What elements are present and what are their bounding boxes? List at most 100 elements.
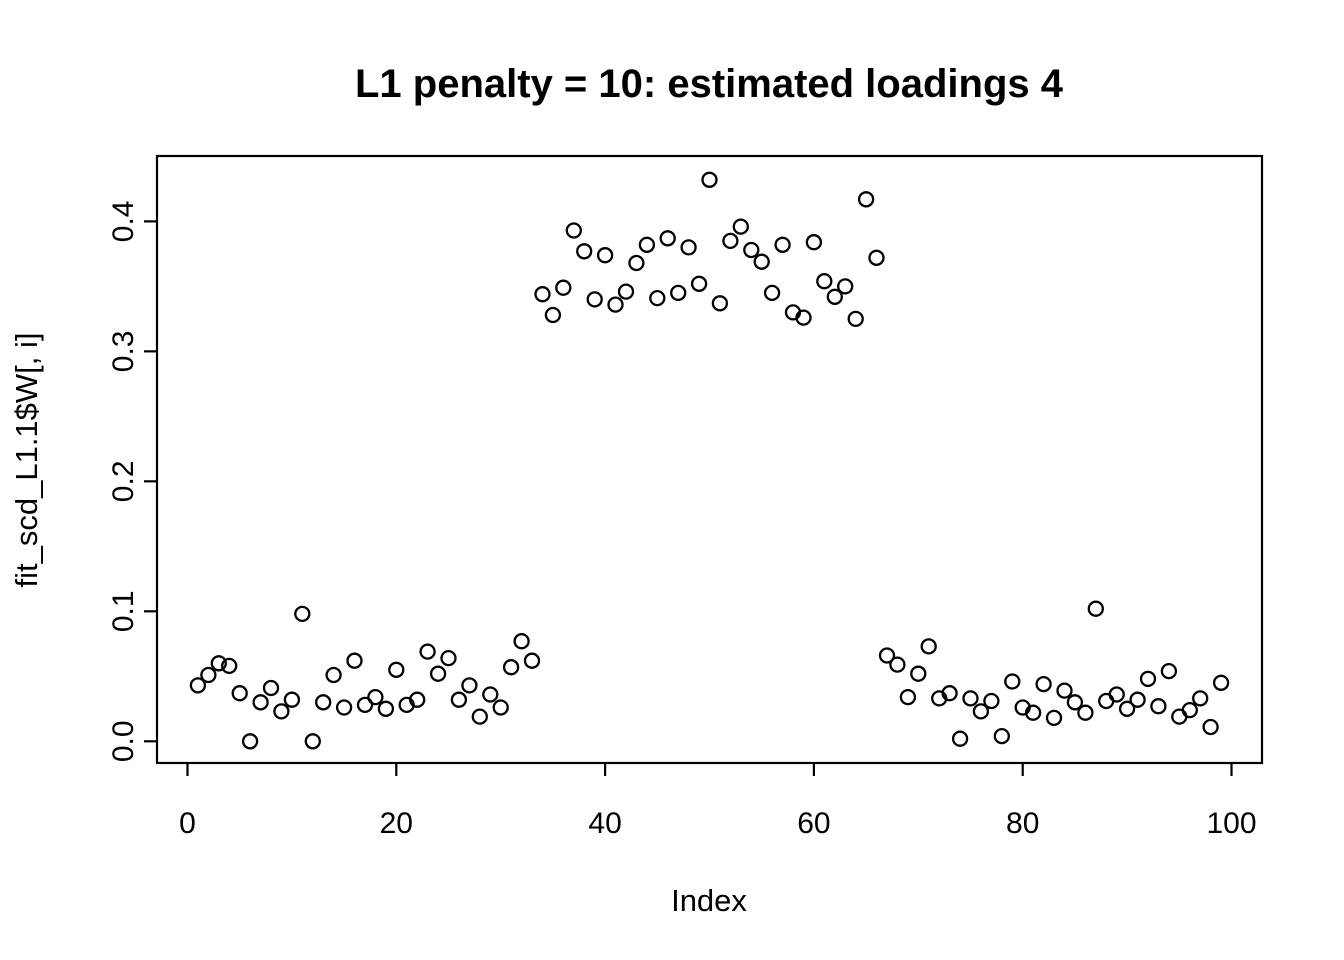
data-point [586,291,603,308]
data-point [262,679,280,697]
data-point [1056,682,1073,699]
data-point [941,685,958,702]
data-point [743,241,760,259]
data-point [440,649,457,667]
data-point [294,605,311,623]
data-point [701,171,718,188]
data-point [1181,701,1198,719]
data-point [534,286,551,303]
data-point [983,692,1000,710]
data-point [837,278,854,295]
data-point [617,283,635,300]
data-point [638,236,656,253]
data-point [315,694,332,711]
data-point [753,253,770,270]
x-tick-label: 100 [1206,807,1256,840]
data-point [1045,709,1063,727]
data-point [899,688,917,706]
y-tick-label: 0.2 [107,460,140,502]
data-point [920,638,937,655]
data-point [377,700,395,717]
data-point [450,691,468,708]
data-point [1212,674,1230,691]
data-point [346,652,363,669]
data-point [659,230,676,247]
data-point [795,309,812,326]
x-tick-label: 80 [1006,807,1039,840]
data-point [409,691,426,708]
data-point [1035,675,1052,693]
data-point [649,289,666,307]
data-point [763,284,781,302]
data-point [826,288,843,305]
x-tick-label: 0 [179,807,196,840]
data-point [889,656,906,673]
data-point [670,284,687,302]
data-point [1202,718,1219,736]
data-point [1004,673,1021,690]
data-point [732,218,749,235]
data-point [241,733,259,750]
data-point [252,694,269,711]
data-point [492,699,509,716]
x-axis-label: Index [671,883,747,918]
data-point [690,275,708,292]
x-axis-ticks: 0 20 40 60 80 100 [179,763,1257,840]
data-point [1129,691,1146,708]
data-point [805,234,823,251]
data-points [189,171,1230,750]
data-point [972,703,990,720]
data-point [711,295,729,312]
data-point [816,273,833,290]
y-tick-label: 0.0 [107,720,140,762]
data-point [325,666,342,684]
chart-title: L1 penalty = 10: estimated loadings 4 [355,62,1064,106]
data-point [1077,704,1094,721]
data-point [1024,704,1042,721]
data-point [1087,600,1104,617]
data-point [210,655,227,672]
data-point [596,247,614,264]
data-point [951,730,969,747]
data-point [419,643,436,660]
y-axis-label: fit_scd_L1.1$W[, i] [9,332,44,587]
data-point [565,222,582,239]
y-tick-label: 0.3 [107,330,140,372]
data-point [993,727,1010,745]
data-point [1118,700,1136,717]
data-point [1139,670,1157,688]
plot-border-box [155,154,1264,765]
data-point [388,661,405,678]
data-point [367,688,384,706]
data-point [1108,686,1125,703]
data-point [680,239,697,256]
data-point [607,296,624,313]
y-axis-ticks: 0.0 0.1 0.2 0.3 0.4 [107,201,157,762]
data-point [857,191,875,208]
data-point [221,657,238,675]
data-point [544,306,562,324]
data-point [868,249,885,266]
data-point [1171,708,1188,725]
data-point [576,243,593,260]
data-point [482,686,499,703]
data-point [1160,662,1178,680]
data-point [962,690,979,707]
data-point [356,696,374,714]
data-point [502,659,520,676]
data-point [304,733,321,750]
data-point [231,685,248,702]
data-point [189,677,207,694]
data-point [555,279,572,296]
data-point [628,254,645,272]
data-point [774,236,791,253]
data-point [1098,692,1115,710]
data-point [461,677,478,694]
data-point [1066,694,1084,711]
y-tick-label: 0.1 [107,590,140,632]
x-tick-label: 40 [588,807,621,840]
y-tick-label: 0.4 [107,201,140,243]
data-point [335,699,353,716]
